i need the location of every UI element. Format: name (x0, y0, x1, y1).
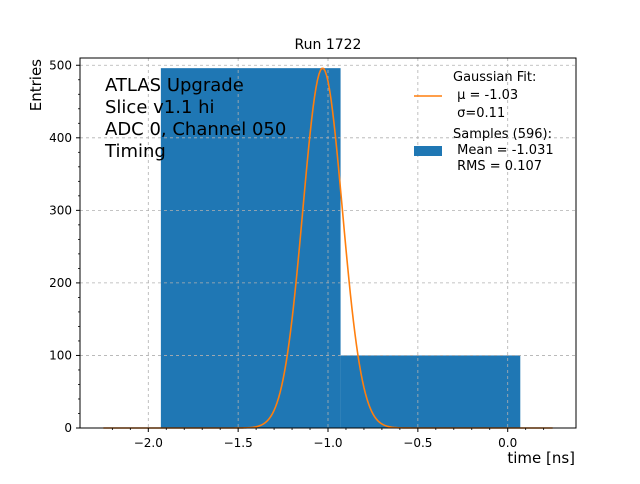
legend-fit-line-1: Gaussian Fit: (453, 70, 536, 85)
legend: Gaussian Fit: μ = -1.03 σ=0.11 Samples (… (414, 70, 554, 174)
x-axis-label: time [ns] (507, 449, 575, 467)
legend-fit-line-2: μ = -1.03 (453, 88, 518, 103)
y-tick-label-3: 200 (49, 276, 72, 290)
x-tick-label-1: −2.0 (134, 436, 163, 450)
y-tick-label-5: 400 (49, 131, 72, 145)
legend-samples-line-2: Mean = -1.031 (453, 143, 554, 158)
legend-samples-line-3: RMS = 0.107 (453, 159, 542, 174)
y-tick-label-2: 100 (49, 348, 72, 362)
annotation-line-2: Slice v1.1 hi (105, 97, 215, 118)
x-tick-label-5: 0.0 (498, 436, 517, 450)
chart-title: Run 1722 (295, 37, 362, 53)
legend-fit-line-3: σ=0.11 (453, 106, 505, 121)
legend-samples-line-1: Samples (596): (453, 127, 552, 142)
axes: −2.0 −1.5 −1.0 −0.5 0.0 0 100 200 300 400 500 (49, 58, 545, 450)
x-tick-label-3: −1.0 (313, 436, 342, 450)
y-tick-label-6: 500 (49, 58, 72, 72)
x-tick-label-2: −1.5 (224, 436, 253, 450)
y-tick-label-4: 300 (49, 203, 72, 217)
annotation-line-1: ATLAS Upgrade (105, 75, 244, 96)
histogram-bar-2 (340, 355, 521, 428)
x-tick-label-4: −0.5 (403, 436, 432, 450)
annotation-line-3: ADC 0, Channel 050 (105, 119, 286, 140)
annotation-line-4: Timing (104, 141, 166, 162)
y-axis-label: Entries (27, 59, 45, 111)
annotation-block: ATLAS Upgrade Slice v1.1 hi ADC 0, Chann… (104, 75, 286, 162)
legend-samples-swatch (414, 146, 442, 156)
y-tick-label-1: 0 (64, 421, 72, 435)
